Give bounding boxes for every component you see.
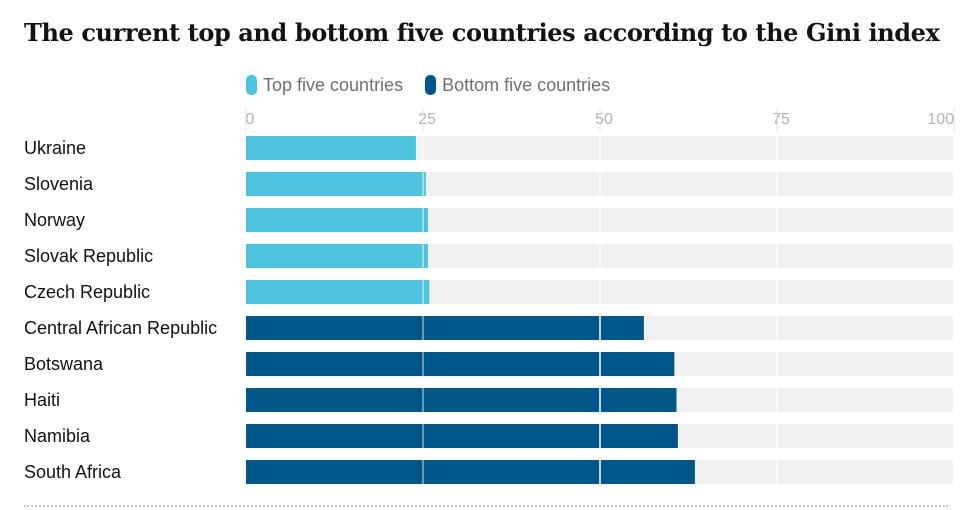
category-label-slovenia: Slovenia	[24, 174, 94, 194]
bar-south-africa	[246, 460, 695, 484]
legend-label-top-five: Top five countries	[263, 74, 404, 95]
bar-norway	[246, 208, 428, 232]
legend-item-top-five: Top five countries	[246, 75, 403, 96]
x-tick-label-0: 0	[246, 111, 255, 128]
category-label-czech-republic: Czech Republic	[24, 282, 150, 302]
category-label-ukraine: Ukraine	[24, 138, 86, 158]
category-label-botswana: Botswana	[24, 354, 104, 374]
category-label-haiti: Haiti	[24, 390, 60, 410]
x-tick-label-100: 100	[927, 111, 954, 128]
category-label-south-africa: South Africa	[24, 462, 122, 482]
category-label-slovak-republic: Slovak Republic	[24, 246, 153, 266]
category-label-central-african-republic: Central African Republic	[24, 318, 217, 338]
bar-slovenia	[246, 172, 426, 196]
bar-slovak-republic	[246, 244, 428, 268]
x-tick-label-25: 25	[418, 111, 436, 128]
legend-item-bottom-five: Bottom five countries	[425, 75, 610, 96]
legend: Top five countries Bottom five countries	[246, 73, 632, 97]
bar-botswana	[246, 352, 675, 376]
category-label-namibia: Namibia	[24, 426, 91, 446]
legend-label-bottom-five: Bottom five countries	[442, 74, 611, 95]
bar-czech-republic	[246, 280, 430, 304]
chart-title: The current top and bottom five countrie…	[24, 18, 940, 47]
legend-swatch-bottom-five	[425, 75, 437, 95]
x-tick-label-50: 50	[595, 111, 613, 128]
footer-divider	[24, 505, 948, 507]
bar-ukraine	[246, 136, 416, 160]
bar-namibia	[246, 424, 678, 448]
bar-central-african-republic	[246, 316, 644, 340]
x-tick-label-75: 75	[772, 111, 790, 128]
category-label-norway: Norway	[24, 210, 85, 230]
bar-haiti	[246, 388, 677, 412]
legend-swatch-top-five	[246, 75, 257, 95]
